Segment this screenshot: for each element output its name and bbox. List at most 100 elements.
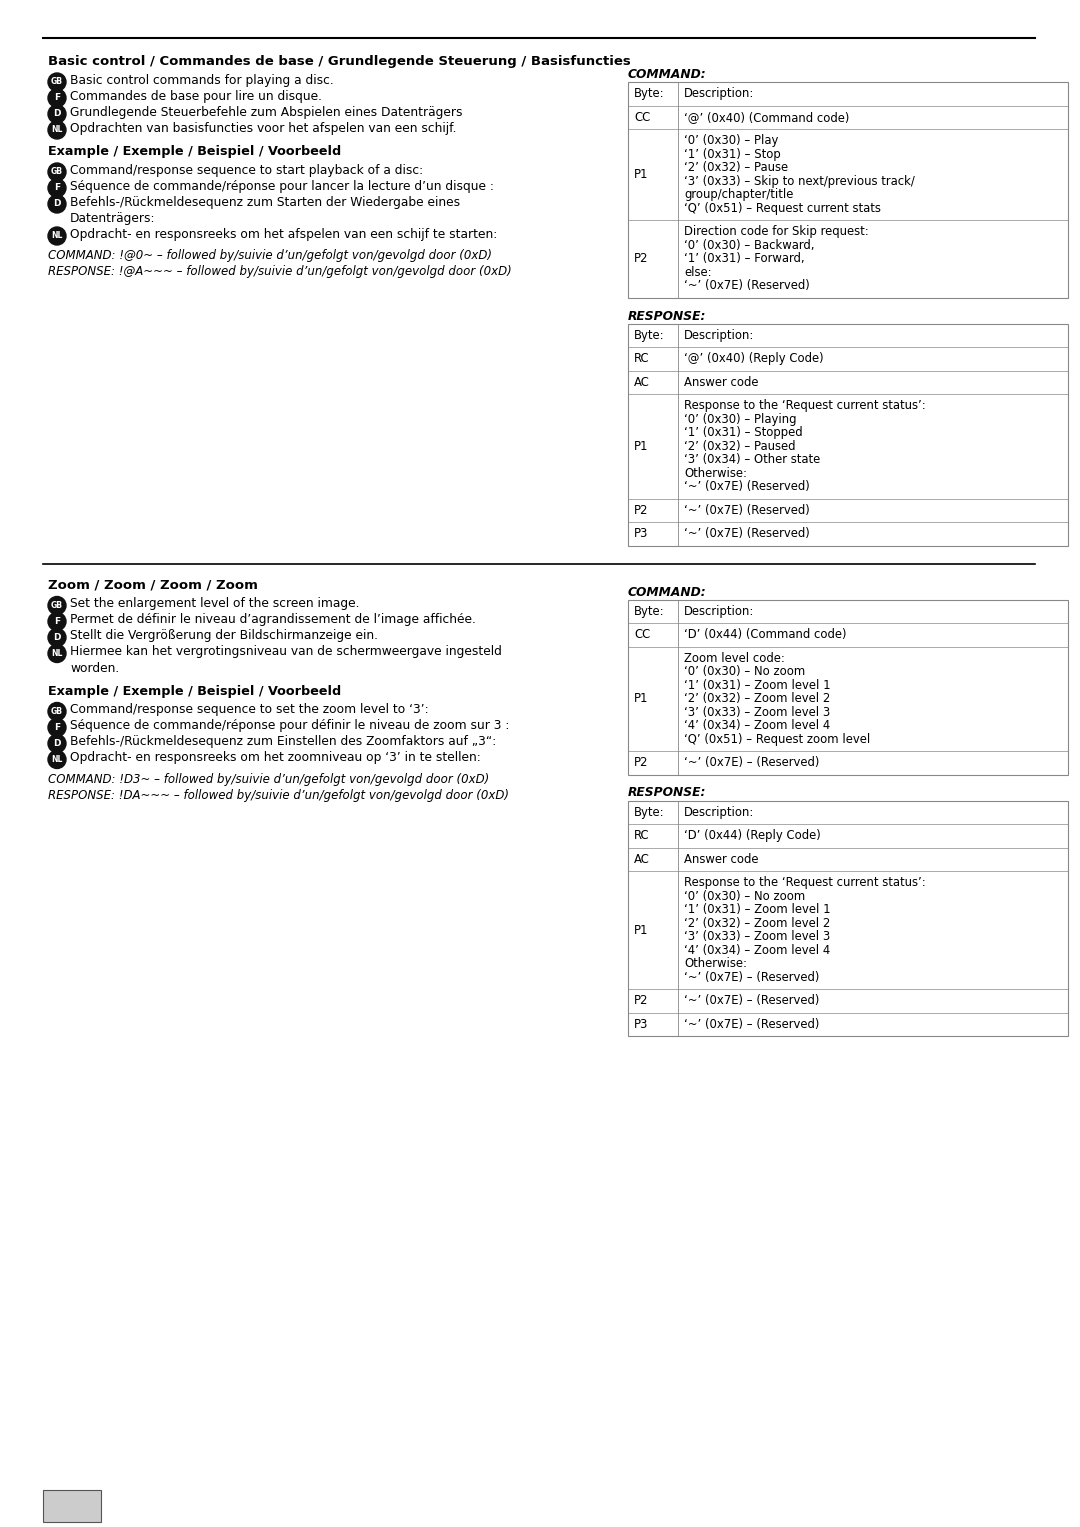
Text: ‘@’ (0x40) (Reply Code): ‘@’ (0x40) (Reply Code): [684, 353, 824, 365]
Text: ‘0’ (0x30) – No zoom: ‘0’ (0x30) – No zoom: [684, 666, 806, 678]
Circle shape: [48, 105, 66, 124]
Text: F: F: [54, 617, 60, 626]
Text: Hiermee kan het vergrotingsniveau van de schermweergave ingesteld: Hiermee kan het vergrotingsniveau van de…: [70, 646, 502, 658]
Text: ‘2’ (0x32) – Zoom level 2: ‘2’ (0x32) – Zoom level 2: [684, 916, 831, 930]
Text: P1: P1: [634, 924, 648, 936]
Text: RESPONSE: !@A~~~ – followed by/suivie d’un/gefolgt von/gevolgd door (0xD): RESPONSE: !@A~~~ – followed by/suivie d’…: [48, 266, 512, 278]
Text: Set the enlargement level of the screen image.: Set the enlargement level of the screen …: [70, 597, 360, 611]
Text: ‘Q’ (0x51) – Request zoom level: ‘Q’ (0x51) – Request zoom level: [684, 733, 870, 745]
Text: P3: P3: [634, 1019, 648, 1031]
Text: P2: P2: [634, 252, 648, 266]
Text: D: D: [53, 739, 60, 748]
Text: Description:: Description:: [684, 605, 754, 618]
Text: Opdrachten van basisfuncties voor het afspelen van een schijf.: Opdrachten van basisfuncties voor het af…: [70, 122, 457, 134]
Text: ‘~’ (0x7E) – (Reserved): ‘~’ (0x7E) – (Reserved): [684, 971, 820, 983]
Text: E-34: E-34: [48, 1509, 73, 1519]
Text: ‘~’ (0x7E) (Reserved): ‘~’ (0x7E) (Reserved): [684, 481, 810, 493]
Circle shape: [48, 597, 66, 614]
Text: CC: CC: [634, 628, 650, 641]
Text: NL: NL: [52, 125, 63, 134]
Text: AC: AC: [634, 852, 650, 866]
Circle shape: [48, 702, 66, 721]
Text: ‘2’ (0x32) – Pause: ‘2’ (0x32) – Pause: [684, 162, 788, 174]
Text: Otherwise:: Otherwise:: [684, 957, 747, 970]
Text: Commandes de base pour lire un disque.: Commandes de base pour lire un disque.: [70, 90, 322, 102]
Text: D: D: [53, 200, 60, 209]
Text: Stellt die Vergrößerung der Bildschirmanzeige ein.: Stellt die Vergrößerung der Bildschirman…: [70, 629, 378, 643]
Circle shape: [48, 228, 66, 244]
Text: ‘3’ (0x33) – Zoom level 3: ‘3’ (0x33) – Zoom level 3: [684, 705, 831, 719]
Circle shape: [48, 629, 66, 646]
Text: P2: P2: [634, 756, 648, 770]
Text: RESPONSE: !DA~~~ – followed by/suivie d’un/gefolgt von/gevolgd door (0xD): RESPONSE: !DA~~~ – followed by/suivie d’…: [48, 788, 509, 802]
Text: Basic control commands for playing a disc.: Basic control commands for playing a dis…: [70, 73, 334, 87]
Text: Séquence de commande/réponse pour définir le niveau de zoom sur 3 :: Séquence de commande/réponse pour défini…: [70, 719, 510, 733]
Text: worden.: worden.: [70, 661, 119, 675]
Text: P2: P2: [634, 994, 648, 1008]
Text: P1: P1: [634, 440, 648, 452]
Text: Basic control / Commandes de base / Grundlegende Steuerung / Basisfuncties: Basic control / Commandes de base / Grun…: [48, 55, 631, 69]
Circle shape: [48, 163, 66, 182]
Text: ‘@’ (0x40) (Command code): ‘@’ (0x40) (Command code): [684, 111, 849, 124]
Text: Command/response sequence to set the zoom level to ‘3’:: Command/response sequence to set the zoo…: [70, 704, 429, 716]
Text: Grundlegende Steuerbefehle zum Abspielen eines Datenträgers: Grundlegende Steuerbefehle zum Abspielen…: [70, 105, 462, 119]
Text: ‘1’ (0x31) – Stopped: ‘1’ (0x31) – Stopped: [684, 426, 802, 440]
Text: ‘0’ (0x30) – Playing: ‘0’ (0x30) – Playing: [684, 412, 797, 426]
Text: DV79: DV79: [48, 1495, 78, 1506]
Circle shape: [48, 121, 66, 139]
Text: NL: NL: [52, 649, 63, 658]
Text: Befehls-/Rückmeldesequenz zum Einstellen des Zoomfaktors auf „3“:: Befehls-/Rückmeldesequenz zum Einstellen…: [70, 736, 496, 748]
Text: NL: NL: [52, 232, 63, 240]
Text: Byte:: Byte:: [634, 605, 664, 618]
Text: ‘0’ (0x30) – Play: ‘0’ (0x30) – Play: [684, 134, 779, 147]
Text: ‘0’ (0x30) – No zoom: ‘0’ (0x30) – No zoom: [684, 890, 806, 902]
Text: ‘~’ (0x7E) – (Reserved): ‘~’ (0x7E) – (Reserved): [684, 756, 820, 770]
Text: Description:: Description:: [684, 328, 754, 342]
Text: CC: CC: [634, 111, 650, 124]
Text: ‘0’ (0x30) – Backward,: ‘0’ (0x30) – Backward,: [684, 238, 814, 252]
Text: ‘3’ (0x33) – Skip to next/previous track/: ‘3’ (0x33) – Skip to next/previous track…: [684, 174, 915, 188]
Circle shape: [48, 195, 66, 212]
Text: F: F: [54, 183, 60, 192]
Text: P1: P1: [634, 168, 648, 182]
Text: ‘2’ (0x32) – Zoom level 2: ‘2’ (0x32) – Zoom level 2: [684, 692, 831, 705]
Text: ‘3’ (0x34) – Other state: ‘3’ (0x34) – Other state: [684, 454, 820, 466]
Text: P2: P2: [634, 504, 648, 516]
Text: Permet de définir le niveau d’agrandissement de l’image affichée.: Permet de définir le niveau d’agrandisse…: [70, 614, 476, 626]
Text: Byte:: Byte:: [634, 87, 664, 101]
Text: Description:: Description:: [684, 806, 754, 818]
Text: Answer code: Answer code: [684, 376, 758, 389]
Text: Otherwise:: Otherwise:: [684, 467, 747, 479]
Text: group/chapter/title: group/chapter/title: [684, 188, 794, 202]
Text: RESPONSE:: RESPONSE:: [627, 786, 706, 800]
Text: ‘4’ (0x34) – Zoom level 4: ‘4’ (0x34) – Zoom level 4: [684, 944, 831, 957]
Text: D: D: [53, 634, 60, 641]
Text: Response to the ‘Request current status’:: Response to the ‘Request current status’…: [684, 399, 926, 412]
Text: P1: P1: [634, 692, 648, 705]
Circle shape: [48, 644, 66, 663]
Text: COMMAND: !@0~ – followed by/suivie d’un/gefolgt von/gevolgd door (0xD): COMMAND: !@0~ – followed by/suivie d’un/…: [48, 249, 492, 263]
Circle shape: [48, 89, 66, 107]
Text: ‘2’ (0x32) – Paused: ‘2’ (0x32) – Paused: [684, 440, 796, 452]
Text: F: F: [54, 93, 60, 102]
Text: Example / Exemple / Beispiel / Voorbeeld: Example / Exemple / Beispiel / Voorbeeld: [48, 684, 341, 698]
Text: Opdracht- en responsreeks om het afspelen van een schijf te starten:: Opdracht- en responsreeks om het afspele…: [70, 228, 497, 241]
Text: ‘~’ (0x7E) – (Reserved): ‘~’ (0x7E) – (Reserved): [684, 1019, 820, 1031]
Text: ‘1’ (0x31) – Zoom level 1: ‘1’ (0x31) – Zoom level 1: [684, 678, 831, 692]
Text: Answer code: Answer code: [684, 852, 758, 866]
Text: GB: GB: [51, 168, 63, 177]
Text: RC: RC: [634, 829, 650, 843]
Text: Byte:: Byte:: [634, 806, 664, 818]
Circle shape: [48, 179, 66, 197]
Text: COMMAND:: COMMAND:: [627, 69, 706, 81]
Bar: [43, 1490, 102, 1522]
Text: ‘D’ (0x44) (Reply Code): ‘D’ (0x44) (Reply Code): [684, 829, 821, 843]
Text: ‘~’ (0x7E) – (Reserved): ‘~’ (0x7E) – (Reserved): [684, 994, 820, 1008]
Text: AC: AC: [634, 376, 650, 389]
Bar: [627, 600, 1068, 774]
Circle shape: [48, 73, 66, 92]
Text: Datenträgers:: Datenträgers:: [70, 212, 156, 224]
Text: RESPONSE:: RESPONSE:: [627, 310, 706, 322]
Text: ‘~’ (0x7E) (Reserved): ‘~’ (0x7E) (Reserved): [684, 279, 810, 292]
Text: D: D: [53, 110, 60, 119]
